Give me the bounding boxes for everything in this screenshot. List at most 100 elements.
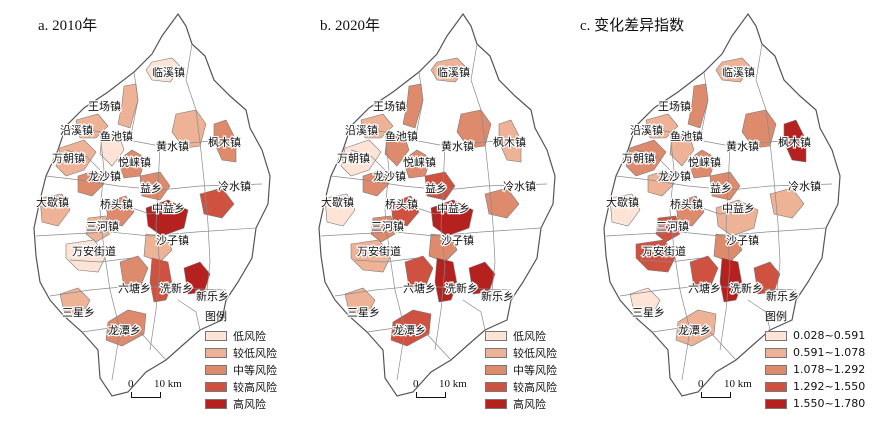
town-boundary <box>755 43 771 143</box>
town-label: 龙沙镇 <box>88 169 121 183</box>
legend-swatch <box>485 381 507 392</box>
town-label: 临溪镇 <box>152 65 185 79</box>
legend-swatch <box>485 330 507 341</box>
county-outline <box>318 12 556 397</box>
town-label: 大歇镇 <box>321 195 354 209</box>
town-region <box>99 131 125 167</box>
town-label: 桥头镇 <box>100 197 133 211</box>
town-region <box>689 255 719 289</box>
town-boundary <box>99 131 121 381</box>
town-boundary <box>330 175 548 191</box>
town-boundary <box>699 71 709 141</box>
legend-item: 1.078~1.292 <box>765 361 865 378</box>
legend-label: 0.591~1.078 <box>793 346 866 359</box>
town-label: 王场镇 <box>373 99 406 113</box>
town-region <box>625 139 667 177</box>
town-label: 黄水镇 <box>726 139 759 153</box>
town-boundary <box>769 141 781 301</box>
town-boundary <box>669 131 691 381</box>
town-region <box>139 171 171 201</box>
scale-bar: 0 10 km <box>413 378 483 402</box>
town-boundary <box>384 131 406 381</box>
town-label: 桥头镇 <box>385 197 418 211</box>
town-region <box>119 255 149 289</box>
town-label: 枫木镇 <box>208 135 241 149</box>
legend-label: 较高风险 <box>233 380 277 394</box>
town-label: 中益乡 <box>152 201 185 215</box>
legend-title: 图例 <box>205 310 227 323</box>
town-boundary <box>434 145 446 351</box>
town-boundary <box>81 327 167 361</box>
town-boundary <box>470 43 486 143</box>
legend-swatch <box>205 398 227 409</box>
town-label: 沿溪镇 <box>630 123 663 137</box>
town-region <box>647 169 675 197</box>
scale-distance: 10 km <box>439 378 467 390</box>
town-boundary <box>69 257 133 263</box>
town-label: 新乐乡 <box>766 289 799 303</box>
town-region <box>145 57 183 83</box>
town-boundary <box>484 141 496 301</box>
town-label: 万安街道 <box>357 244 401 258</box>
legend-label: 高风险 <box>513 397 546 411</box>
town-boundary <box>615 175 833 191</box>
town-label: 益乡 <box>140 181 162 195</box>
legend-label: 中等风险 <box>513 363 557 377</box>
town-region <box>384 131 410 167</box>
legend-swatch <box>485 347 507 358</box>
town-boundary <box>410 205 464 215</box>
town-region <box>424 171 456 201</box>
town-label: 洗新乡 <box>730 281 763 295</box>
town-region <box>753 261 781 295</box>
legend-item: 中等风险 <box>205 361 277 378</box>
town-label: 三河镇 <box>371 219 404 233</box>
town-label: 冷水镇 <box>503 179 536 193</box>
town-label: 大歇镇 <box>606 195 639 209</box>
town-region <box>59 287 91 317</box>
town-label: 桥头镇 <box>670 197 703 211</box>
town-region <box>402 149 432 179</box>
town-label: 枫木镇 <box>778 135 811 149</box>
legend-item: 0.591~1.078 <box>765 344 865 361</box>
legend-label: 较高风险 <box>513 380 557 394</box>
town-boundary <box>129 71 139 141</box>
legend-label: 1.078~1.292 <box>793 363 866 376</box>
town-region <box>430 57 468 83</box>
town-label: 沙子镇 <box>726 233 759 247</box>
town-label: 大歇镇 <box>36 195 69 209</box>
town-region <box>390 195 420 227</box>
legend-item: 较高风险 <box>485 378 557 395</box>
legend-label: 低风险 <box>513 329 546 343</box>
legend-swatch <box>765 330 787 341</box>
legend-swatch <box>765 381 787 392</box>
town-region <box>350 239 392 273</box>
town-label: 鱼池镇 <box>670 129 703 143</box>
town-boundary <box>350 125 526 147</box>
town-label: 临溪镇 <box>722 65 755 79</box>
scale-zero: 0 <box>128 378 134 390</box>
town-region <box>199 187 235 219</box>
town-region <box>362 169 390 197</box>
legend-title: 图例 <box>765 310 787 323</box>
town-label: 沿溪镇 <box>60 123 93 137</box>
town-label: 临溪镇 <box>437 65 470 79</box>
town-boundary <box>635 125 811 147</box>
legend-label: 低风险 <box>233 329 266 343</box>
legend-item: 较高风险 <box>205 378 277 395</box>
town-region <box>675 195 705 227</box>
town-label: 鱼池镇 <box>100 129 133 143</box>
town-boundary <box>334 285 512 297</box>
legend-label: 中等风险 <box>233 363 277 377</box>
town-label: 枫木镇 <box>493 135 526 149</box>
legend-swatch <box>485 364 507 375</box>
town-boundary <box>651 327 737 361</box>
town-label: 黄水镇 <box>441 139 474 153</box>
town-boundary <box>149 145 161 351</box>
legend-swatch <box>205 347 227 358</box>
legend: 图例 低风险 较低风险 中等风险 较高风险 高风险 <box>485 308 557 412</box>
scale-line <box>416 392 446 398</box>
legend-swatch <box>765 364 787 375</box>
town-label: 冷水镇 <box>788 179 821 193</box>
